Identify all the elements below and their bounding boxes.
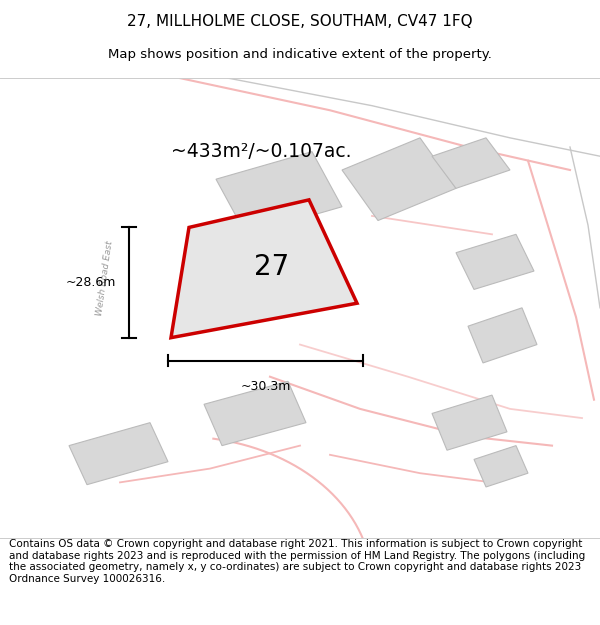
Polygon shape bbox=[171, 200, 357, 338]
Text: ~433m²/~0.107ac.: ~433m²/~0.107ac. bbox=[171, 142, 352, 161]
Text: Welsh Road East: Welsh Road East bbox=[95, 240, 115, 316]
Polygon shape bbox=[474, 446, 528, 487]
Polygon shape bbox=[456, 234, 534, 289]
Text: Map shows position and indicative extent of the property.: Map shows position and indicative extent… bbox=[108, 48, 492, 61]
Text: ~28.6m: ~28.6m bbox=[65, 276, 116, 289]
Polygon shape bbox=[468, 308, 537, 363]
Polygon shape bbox=[216, 152, 342, 234]
Text: ~30.3m: ~30.3m bbox=[241, 380, 290, 393]
Polygon shape bbox=[432, 138, 510, 188]
Text: 27: 27 bbox=[254, 253, 289, 281]
Polygon shape bbox=[69, 422, 168, 484]
Polygon shape bbox=[204, 381, 306, 446]
Text: 27, MILLHOLME CLOSE, SOUTHAM, CV47 1FQ: 27, MILLHOLME CLOSE, SOUTHAM, CV47 1FQ bbox=[127, 14, 473, 29]
Polygon shape bbox=[342, 138, 456, 221]
Text: Contains OS data © Crown copyright and database right 2021. This information is : Contains OS data © Crown copyright and d… bbox=[9, 539, 585, 584]
Polygon shape bbox=[432, 395, 507, 450]
